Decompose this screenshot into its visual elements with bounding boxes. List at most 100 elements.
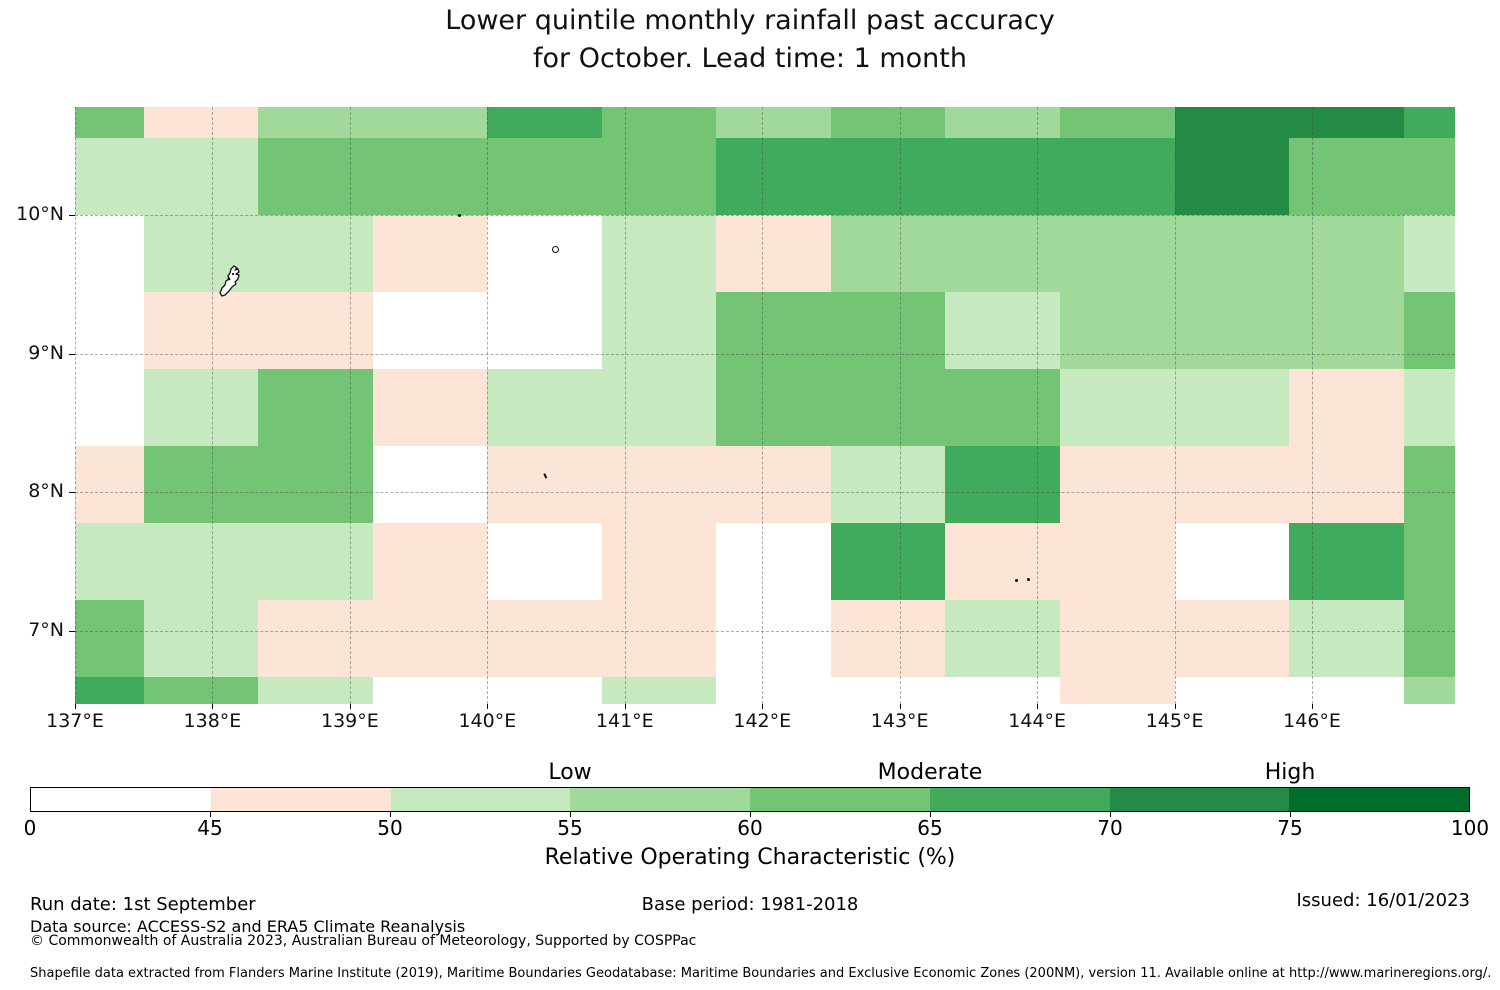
heatmap-cell <box>601 676 717 704</box>
heatmap-cell <box>258 107 373 139</box>
heatmap-cell <box>945 215 1061 293</box>
heatmap-cell <box>258 599 373 677</box>
heatmap-cell <box>487 138 602 216</box>
heatmap-cell <box>487 676 602 704</box>
heatmap-cell <box>1174 107 1290 139</box>
heatmap-cell <box>487 522 602 600</box>
colorbar-segment <box>390 788 571 811</box>
colorbar-tick <box>930 812 931 817</box>
heatmap-cell <box>1289 522 1404 600</box>
x-axis-tick <box>624 704 626 709</box>
longitude-gridline <box>899 107 901 704</box>
heatmap-cell <box>1060 522 1175 600</box>
colorbar-tick-label: 0 <box>23 816 37 840</box>
heatmap-cell <box>143 599 259 677</box>
colorbar-segment <box>31 788 211 811</box>
heatmap-cell <box>945 292 1061 369</box>
heatmap-cell <box>945 107 1061 139</box>
x-axis-tick <box>1037 704 1039 709</box>
colorbar-tick-label: 60 <box>737 816 763 840</box>
heatmap-cell <box>601 138 717 216</box>
heatmap-cell <box>1289 676 1404 704</box>
x-axis-tick <box>75 704 76 709</box>
heatmap-cell <box>258 522 373 600</box>
footer-run-date: Run date: 1st September <box>30 894 256 915</box>
palau-main-island-outline <box>218 265 240 297</box>
heatmap-cell <box>487 215 602 293</box>
footer-base-period: Base period: 1981-2018 <box>641 894 859 915</box>
colorbar-tick <box>1290 812 1291 817</box>
colorbar <box>30 787 1470 812</box>
colorbar-tick <box>390 812 391 817</box>
heatmap-cell <box>143 445 259 523</box>
islet-mark <box>458 213 462 217</box>
colorbar-tick-label: 65 <box>917 816 943 840</box>
heatmap-cell <box>258 138 373 216</box>
heatmap-cell <box>487 107 602 139</box>
colorbar-segment <box>210 788 391 811</box>
heatmap-cell <box>143 522 259 600</box>
heatmap-cell <box>1289 138 1404 216</box>
y-axis-tick <box>69 215 75 217</box>
heatmap-cell <box>75 445 144 523</box>
footer-shapefile-note: Shapefile data extracted from Flanders M… <box>30 966 1492 981</box>
heatmap-cell <box>716 292 831 369</box>
x-axis-tick-label: 137°E <box>46 710 104 732</box>
heatmap-cell <box>945 138 1061 216</box>
y-axis-tick-label: 7°N <box>28 618 64 641</box>
heatmap-cell <box>1403 599 1455 677</box>
colorbar-axis-label: Relative Operating Characteristic (%) <box>544 845 956 870</box>
x-axis-tick <box>1174 704 1176 709</box>
heatmap-cell <box>601 107 717 139</box>
y-axis-tick <box>69 492 75 494</box>
chart-title: Lower quintile monthly rainfall past acc… <box>0 2 1500 78</box>
longitude-gridline <box>624 107 626 704</box>
heatmap-cell <box>372 599 488 677</box>
longitude-gridline <box>762 107 764 704</box>
heatmap-cell <box>1289 215 1404 293</box>
heatmap-cell <box>1403 138 1455 216</box>
heatmap-cell <box>1403 215 1455 293</box>
heatmap-cell <box>830 138 946 216</box>
colorbar-segment <box>1289 788 1469 811</box>
heatmap-cell <box>372 107 488 139</box>
heatmap-cell <box>143 107 259 139</box>
colorbar-tick-label: 50 <box>377 816 403 840</box>
heatmap-cell <box>75 599 144 677</box>
heatmap-cell <box>945 599 1061 677</box>
heatmap-cell <box>716 445 831 523</box>
heatmap-cell <box>372 676 488 704</box>
heatmap-cell <box>1403 107 1455 139</box>
islet-mark <box>552 245 560 253</box>
latitude-gridline <box>75 353 1455 355</box>
x-axis-tick <box>212 704 214 709</box>
x-axis-tick-label: 140°E <box>458 710 517 732</box>
chart-title-line1: Lower quintile monthly rainfall past acc… <box>445 5 1055 36</box>
heatmap-cell <box>258 676 373 704</box>
x-axis-tick <box>349 704 351 709</box>
colorbar-segment <box>750 788 930 811</box>
heatmap-cell <box>945 676 1061 704</box>
heatmap-cell <box>143 292 259 369</box>
heatmap-cell <box>1403 676 1455 704</box>
longitude-gridline <box>75 107 76 704</box>
heatmap-cell <box>75 107 144 139</box>
colorbar-zone-label-high: High <box>1264 760 1316 785</box>
heatmap-cell <box>143 676 259 704</box>
heatmap-cell <box>258 368 373 446</box>
heatmap-cell <box>1174 368 1290 446</box>
heatmap-cell <box>487 292 602 369</box>
footer-issued-date: Issued: 16/01/2023 <box>1296 890 1470 911</box>
longitude-gridline <box>1037 107 1039 704</box>
heatmap-cell <box>716 368 831 446</box>
heatmap-cell <box>1060 138 1175 216</box>
colorbar-zone-label-low: Low <box>548 760 592 785</box>
heatmap-cell <box>372 292 488 369</box>
x-axis-tick <box>899 704 901 709</box>
heatmap-cell <box>716 599 831 677</box>
colorbar-tick-label: 55 <box>557 816 583 840</box>
heatmap-cell <box>1060 215 1175 293</box>
heatmap-cell <box>716 138 831 216</box>
heatmap-cell <box>601 215 717 293</box>
x-axis-tick <box>1312 704 1314 709</box>
